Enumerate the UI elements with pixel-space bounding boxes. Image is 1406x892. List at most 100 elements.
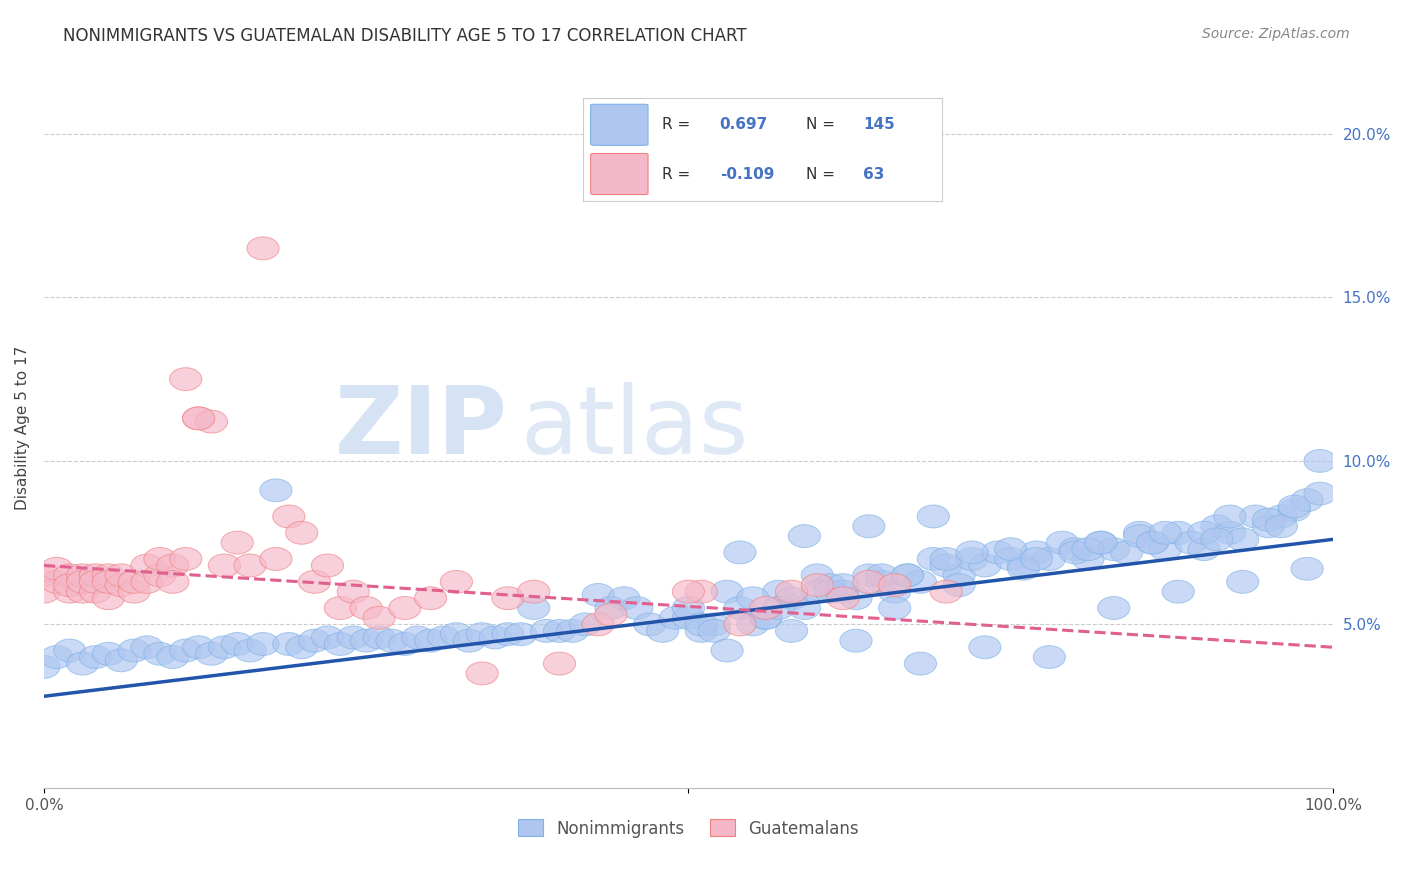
Text: -0.109: -0.109 bbox=[720, 167, 775, 182]
Ellipse shape bbox=[247, 632, 280, 656]
Ellipse shape bbox=[582, 583, 614, 607]
Ellipse shape bbox=[492, 587, 524, 609]
Ellipse shape bbox=[260, 479, 292, 501]
Ellipse shape bbox=[233, 639, 266, 662]
Ellipse shape bbox=[1163, 521, 1194, 544]
Ellipse shape bbox=[105, 648, 138, 672]
Ellipse shape bbox=[311, 626, 343, 648]
Ellipse shape bbox=[1149, 538, 1181, 560]
Ellipse shape bbox=[415, 629, 447, 652]
Ellipse shape bbox=[195, 642, 228, 665]
Ellipse shape bbox=[775, 587, 807, 609]
Legend: Nonimmigrants, Guatemalans: Nonimmigrants, Guatemalans bbox=[512, 813, 865, 844]
Ellipse shape bbox=[131, 570, 163, 593]
Ellipse shape bbox=[737, 613, 769, 636]
Ellipse shape bbox=[325, 597, 357, 619]
Ellipse shape bbox=[105, 574, 138, 597]
Ellipse shape bbox=[866, 564, 898, 587]
Ellipse shape bbox=[170, 548, 202, 570]
Ellipse shape bbox=[943, 564, 976, 587]
Ellipse shape bbox=[1291, 558, 1323, 580]
Ellipse shape bbox=[917, 505, 949, 528]
Ellipse shape bbox=[66, 580, 98, 603]
Ellipse shape bbox=[1213, 521, 1246, 544]
Ellipse shape bbox=[672, 607, 704, 629]
Ellipse shape bbox=[931, 580, 962, 603]
Ellipse shape bbox=[981, 541, 1014, 564]
Ellipse shape bbox=[1136, 531, 1168, 554]
Ellipse shape bbox=[53, 580, 86, 603]
Ellipse shape bbox=[93, 642, 125, 665]
Ellipse shape bbox=[1265, 505, 1298, 528]
Ellipse shape bbox=[801, 564, 834, 587]
Ellipse shape bbox=[737, 587, 769, 609]
Ellipse shape bbox=[118, 639, 150, 662]
Ellipse shape bbox=[827, 574, 859, 597]
Ellipse shape bbox=[41, 646, 73, 668]
Ellipse shape bbox=[505, 623, 537, 646]
Ellipse shape bbox=[1226, 528, 1258, 550]
Ellipse shape bbox=[749, 597, 782, 619]
Ellipse shape bbox=[724, 541, 756, 564]
Ellipse shape bbox=[1278, 499, 1310, 521]
Ellipse shape bbox=[28, 580, 60, 603]
Ellipse shape bbox=[1253, 515, 1285, 538]
Ellipse shape bbox=[1213, 505, 1246, 528]
Ellipse shape bbox=[685, 580, 717, 603]
Ellipse shape bbox=[298, 629, 330, 652]
Ellipse shape bbox=[1085, 531, 1116, 554]
Ellipse shape bbox=[827, 587, 859, 609]
Ellipse shape bbox=[1123, 521, 1156, 544]
FancyBboxPatch shape bbox=[591, 153, 648, 194]
Ellipse shape bbox=[685, 613, 717, 636]
Ellipse shape bbox=[28, 656, 60, 678]
Ellipse shape bbox=[789, 524, 821, 548]
Ellipse shape bbox=[170, 368, 202, 391]
Ellipse shape bbox=[711, 580, 744, 603]
Text: 0.697: 0.697 bbox=[720, 117, 768, 132]
Text: atlas: atlas bbox=[520, 382, 749, 475]
Ellipse shape bbox=[79, 564, 111, 587]
Ellipse shape bbox=[427, 626, 460, 648]
Ellipse shape bbox=[931, 554, 962, 577]
Ellipse shape bbox=[1303, 450, 1336, 473]
Ellipse shape bbox=[41, 558, 73, 580]
Ellipse shape bbox=[221, 632, 253, 656]
Ellipse shape bbox=[298, 570, 330, 593]
Ellipse shape bbox=[634, 613, 666, 636]
Ellipse shape bbox=[647, 619, 679, 642]
Ellipse shape bbox=[1265, 515, 1298, 538]
Ellipse shape bbox=[402, 626, 434, 648]
Ellipse shape bbox=[711, 639, 744, 662]
Ellipse shape bbox=[465, 623, 498, 646]
Ellipse shape bbox=[762, 597, 794, 619]
Ellipse shape bbox=[530, 619, 562, 642]
Ellipse shape bbox=[749, 607, 782, 629]
Ellipse shape bbox=[853, 564, 884, 587]
Ellipse shape bbox=[1033, 646, 1066, 668]
Ellipse shape bbox=[891, 564, 924, 587]
Ellipse shape bbox=[1008, 554, 1039, 577]
Ellipse shape bbox=[79, 646, 111, 668]
Ellipse shape bbox=[350, 629, 382, 652]
Text: NONIMMIGRANTS VS GUATEMALAN DISABILITY AGE 5 TO 17 CORRELATION CHART: NONIMMIGRANTS VS GUATEMALAN DISABILITY A… bbox=[63, 27, 747, 45]
Ellipse shape bbox=[1098, 597, 1130, 619]
Ellipse shape bbox=[1046, 531, 1078, 554]
Ellipse shape bbox=[775, 580, 807, 603]
Ellipse shape bbox=[697, 619, 730, 642]
Ellipse shape bbox=[221, 531, 253, 554]
Ellipse shape bbox=[1136, 531, 1168, 554]
Ellipse shape bbox=[1071, 548, 1104, 570]
Ellipse shape bbox=[879, 597, 911, 619]
Ellipse shape bbox=[53, 564, 86, 587]
Ellipse shape bbox=[183, 636, 215, 658]
Ellipse shape bbox=[233, 554, 266, 577]
Ellipse shape bbox=[325, 632, 357, 656]
Ellipse shape bbox=[620, 597, 652, 619]
Ellipse shape bbox=[195, 410, 228, 434]
Ellipse shape bbox=[607, 587, 640, 609]
Ellipse shape bbox=[517, 597, 550, 619]
Text: R =: R = bbox=[662, 117, 696, 132]
Ellipse shape bbox=[363, 607, 395, 629]
Text: N =: N = bbox=[806, 167, 839, 182]
